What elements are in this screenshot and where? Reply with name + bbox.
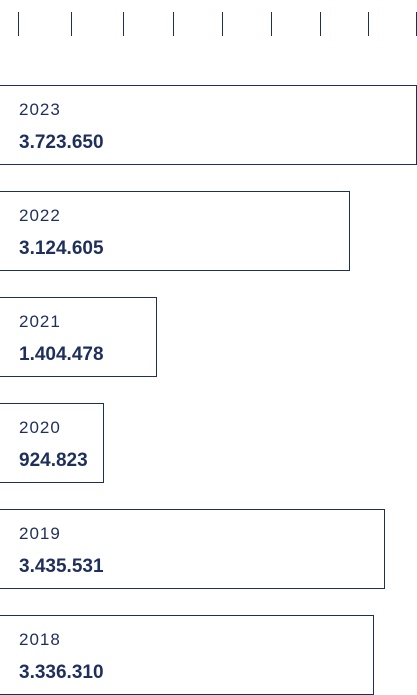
bar: 2021 1.404.478 (0, 297, 157, 377)
bar-category-label: 2023 (19, 100, 61, 119)
bar-value-label: 3.723.650 (19, 132, 104, 153)
bar: 2020 924.823 (0, 403, 104, 483)
bar-category-label: 2020 (19, 418, 61, 437)
bar-value-label: 1.404.478 (19, 344, 104, 365)
axis-tick-mark (368, 12, 369, 36)
bar: 2018 3.336.310 (0, 615, 374, 695)
bar: 2023 3.723.650 (0, 85, 417, 165)
bar-category-label: 2021 (19, 312, 61, 331)
axis-tick-mark (18, 12, 19, 36)
axis-tick-mark (271, 12, 272, 36)
bar-category-label: 2022 (19, 206, 61, 225)
bar: 2022 3.124.605 (0, 191, 350, 271)
axis-tick-mark (173, 12, 174, 36)
bar-category-label: 2018 (19, 630, 61, 649)
axis-tick-mark (123, 12, 124, 36)
bar-category-label: 2019 (19, 524, 61, 543)
axis-tick-mark (71, 12, 72, 36)
bar: 2019 3.435.531 (0, 509, 385, 589)
axis-tick-mark (222, 12, 223, 36)
bar-value-label: 3.124.605 (19, 238, 104, 259)
bar-value-label: 924.823 (19, 450, 88, 471)
bar-value-label: 3.336.310 (19, 662, 104, 683)
bar-value-label: 3.435.531 (19, 556, 104, 577)
axis-tick-mark (320, 12, 321, 36)
